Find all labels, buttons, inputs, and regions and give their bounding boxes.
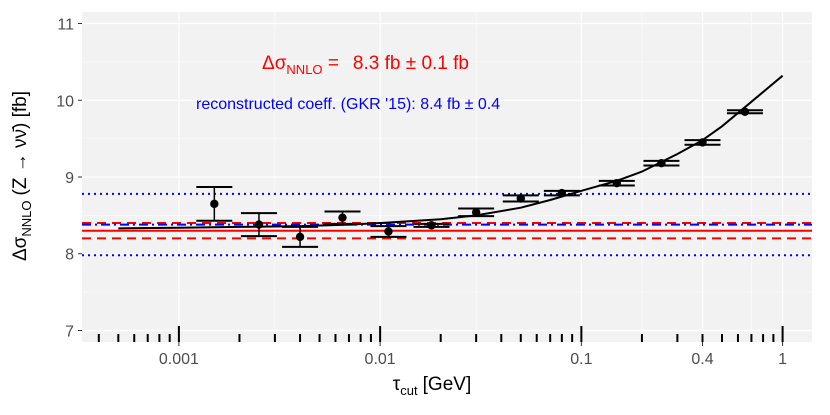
y-axis-title-symbol: Δσ: [10, 236, 31, 261]
data-point-group: [240, 212, 277, 238]
nnlo-annotation-value: 8.3 fb ± 0.1 fb: [353, 53, 469, 74]
x-tick-label: 1: [778, 351, 787, 368]
data-point-group: [598, 178, 635, 188]
data-point: [612, 178, 621, 188]
data-point: [557, 188, 567, 198]
x-tick-label: 0.01: [365, 351, 396, 368]
grid-lines: [82, 12, 812, 342]
axes: 7 8 9 10 11 0.001 0.01 0.1 0.4 1: [56, 17, 787, 368]
data-point: [698, 138, 707, 147]
data-point: [471, 208, 481, 217]
x-tick-label: 0.1: [570, 351, 592, 368]
nnlo-annotation-symbol: Δσ: [262, 53, 287, 74]
data-point-group: [458, 207, 495, 218]
data-point-group: [502, 194, 539, 203]
data-point: [254, 220, 264, 229]
gkr-annotation: reconstructed coeff. (GKR '15): 8.4 fb ±…: [196, 96, 500, 113]
data-points-group: [196, 107, 763, 248]
data-point-group: [684, 138, 721, 147]
nnlo-annotation-subscript: NNLO: [286, 62, 322, 77]
data-point: [657, 158, 666, 168]
nnlo-annotation: ΔσNNLO = 8.3 fb ± 0.1 fb: [262, 53, 469, 77]
y-tick-label: 7: [65, 323, 74, 340]
data-point-group: [643, 158, 680, 168]
data-point-group: [370, 225, 407, 238]
data-point: [384, 227, 393, 236]
data-point-group: [196, 185, 233, 222]
y-tick-label: 9: [65, 170, 74, 187]
x-tick-label: 0.001: [159, 351, 199, 368]
y-tick-label: 11: [57, 17, 74, 34]
data-point: [295, 232, 305, 242]
x-axis-title: τcut [GeV]: [393, 374, 471, 398]
data-point: [210, 199, 219, 209]
data-point-group: [324, 210, 361, 225]
y-tick-label: 8: [65, 247, 74, 264]
x-axis-title-symbol: τ: [393, 374, 401, 395]
y-axis-title-rest: (Z → νν̄) [fb]: [10, 91, 31, 196]
y-axis-title-subscript: NNLO: [19, 200, 34, 236]
data-point: [338, 213, 347, 222]
data-point-group: [726, 107, 763, 116]
y-axis-title: ΔσNNLO (Z → νν̄) [fb]: [10, 91, 34, 261]
nnlo-annotation-equals: =: [323, 53, 339, 74]
data-point-group: [282, 225, 319, 248]
x-tick-label: 0.4: [691, 351, 713, 368]
data-point: [740, 107, 750, 116]
data-point: [516, 194, 525, 203]
y-tick-label: 10: [56, 93, 74, 110]
x-axis-title-subscript: cut: [400, 383, 418, 398]
data-point: [427, 221, 436, 230]
data-point-group: [543, 188, 580, 198]
x-axis-title-unit: [GeV]: [423, 374, 472, 395]
x-rug-ticks: [97, 326, 784, 342]
data-point-group: [413, 221, 450, 230]
